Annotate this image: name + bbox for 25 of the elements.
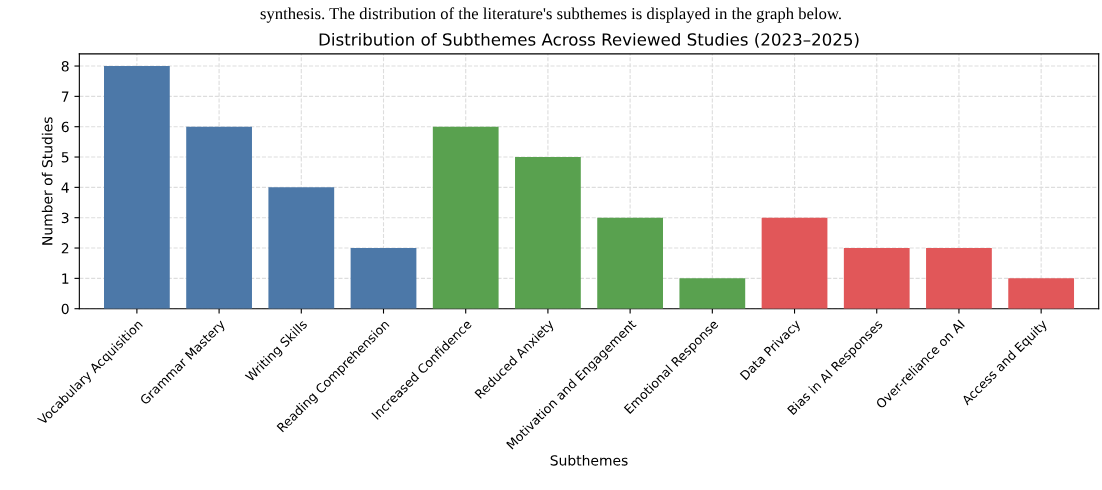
y-tick-label: 1 [62,273,69,284]
y-axis-title: Number of Studies [41,117,53,245]
bar [104,66,170,309]
bar [186,126,252,309]
y-tick-label: 2 [61,243,69,254]
bar [761,217,828,309]
bar [679,278,746,309]
text: synthesis. The distribution of the literature's subthemes is displayed in the graph below. [260,7,841,23]
y-tick-label: 5 [61,152,69,163]
bar [515,157,581,309]
bar [350,248,417,309]
y-tick-label: 6 [61,121,69,133]
y-tick-label: 3 [61,212,69,224]
bar [843,248,910,309]
x-axis-title: Subthemes [550,454,628,466]
y-tick-label: 7 [61,91,69,102]
y-tick-label: 4 [61,182,69,193]
y-tick-label: 8 [61,61,69,72]
chart-title: Distribution of Subthemes Across Reviewed Studies (2023–2025) [319,32,859,48]
bar [1008,278,1075,309]
y-tick-label: 0 [61,303,69,315]
bar [432,126,499,309]
bar [926,248,992,309]
bar [597,217,663,309]
bar [268,187,335,309]
